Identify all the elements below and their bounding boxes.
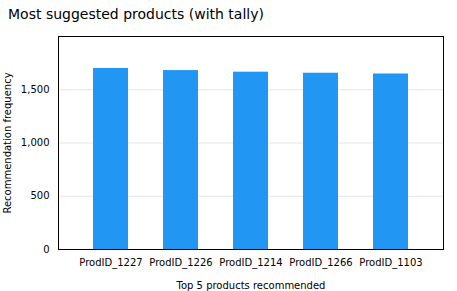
- svg-text:Top 5 products recommended: Top 5 products recommended: [176, 280, 326, 291]
- svg-text:ProdID_1103: ProdID_1103: [359, 257, 422, 269]
- svg-text:1,000: 1,000: [21, 137, 50, 148]
- svg-text:1,500: 1,500: [21, 84, 50, 95]
- svg-text:ProdID_1266: ProdID_1266: [289, 257, 352, 269]
- html-text:Most suggested products (with: Most suggested products (with tally): [8, 6, 264, 22]
- svg-text:ProdID_1226: ProdID_1226: [149, 257, 212, 269]
- svg-text:ProdID_1227: ProdID_1227: [79, 257, 142, 269]
- svg-text:Recommendation frequency: Recommendation frequency: [2, 72, 13, 213]
- svg-text:0: 0: [43, 244, 49, 255]
- svg-text:ProdID_1214: ProdID_1214: [219, 257, 282, 269]
- svg-text:500: 500: [30, 190, 49, 201]
